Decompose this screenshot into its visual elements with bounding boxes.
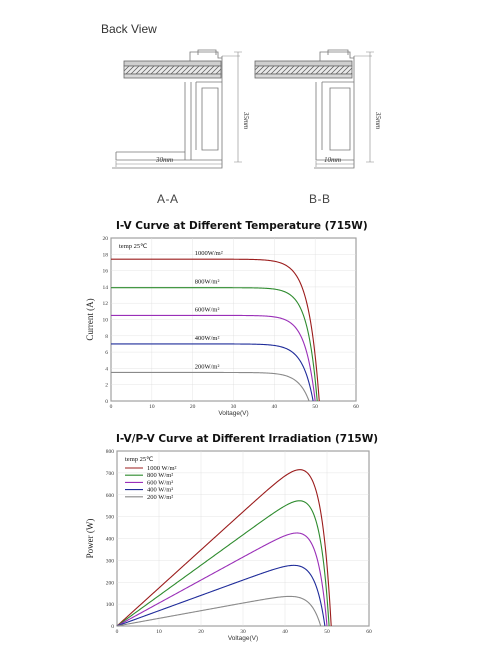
y-tick-label: 12	[103, 301, 109, 307]
series-line-4	[116, 564, 326, 627]
y-tick-label: 4	[105, 366, 108, 372]
y-tick-label: 0	[111, 624, 114, 630]
section-b-profile	[254, 49, 355, 169]
y-axis-label: Current (A)	[85, 298, 95, 340]
legend-label-1: 1000 W/m²	[147, 465, 177, 472]
series-line-1	[116, 469, 332, 627]
y-tick-label: 400	[106, 537, 115, 543]
section-a-label: A-A	[157, 192, 179, 206]
section-a-profile	[112, 49, 223, 169]
y-tick-label: 6	[105, 350, 108, 356]
y-tick-label: 100	[106, 602, 115, 608]
legend-label-5: 200 W/m²	[147, 494, 173, 501]
x-tick-label: 20	[190, 404, 196, 410]
iv-chart: 0 2 4 6 8 10 12 14 16 18 20 0 10 20 30 40 50 60 Voltage(V)…	[85, 236, 359, 417]
x-tick-label: 0	[116, 629, 119, 635]
series-label-3: 600W/m²	[195, 306, 220, 313]
y-tick-label: 16	[103, 269, 109, 275]
x-tick-label: 10	[156, 629, 162, 635]
section-b-width-dim: 10mm	[324, 156, 341, 164]
x-axis-label: Voltage(V)	[228, 635, 258, 642]
legend-label-4: 400 W/m²	[147, 487, 173, 494]
pv-chart: 0 100 200 300 400 500 600 700 800 0 10 20 30 40 50 60 Vo…	[85, 449, 372, 642]
frame-cross-section-drawing: 35mm 30mm 35mm 10mm	[112, 49, 382, 169]
x-tick-label: 50	[312, 404, 318, 410]
y-tick-label: 600	[106, 493, 115, 499]
section-a-dimensions	[115, 51, 242, 167]
y-tick-label: 700	[106, 471, 115, 477]
series-line-2	[116, 500, 330, 627]
x-tick-label: 30	[240, 629, 246, 635]
series-label-4: 400W/m²	[195, 335, 220, 342]
series-line-5	[116, 595, 322, 627]
x-tick-label: 0	[110, 404, 113, 410]
section-a-height-dim: 35mm	[242, 111, 250, 129]
y-tick-label: 300	[106, 558, 115, 564]
temperature-annotation: temp 25℃	[119, 243, 148, 250]
y-tick-label: 500	[106, 515, 115, 521]
x-tick-label: 20	[198, 629, 204, 635]
y-tick-label: 2	[105, 383, 108, 389]
iv-chart-title: I-V Curve at Different Temperature (715W…	[116, 220, 368, 232]
y-tick-label: 800	[106, 449, 115, 455]
y-axis-label: Power (W)	[85, 519, 95, 559]
x-tick-label: 60	[353, 404, 359, 410]
section-a-width-dim: 30mm	[155, 156, 173, 164]
x-tick-label: 30	[231, 404, 237, 410]
series-line-1	[111, 258, 320, 402]
series-line-4	[111, 343, 314, 402]
series-label-2: 800W/m²	[195, 279, 220, 286]
x-tick-label: 50	[324, 629, 330, 635]
y-tick-label: 20	[103, 236, 109, 242]
y-tick-label: 14	[103, 285, 109, 291]
series-line-3	[111, 314, 316, 402]
section-b-label: B-B	[309, 192, 331, 206]
back-view-title: Back View	[101, 22, 157, 36]
series-line-2	[111, 287, 318, 402]
y-tick-label: 200	[106, 580, 115, 586]
temperature-annotation: temp 25℃	[125, 456, 154, 463]
series-label-1: 1000W/m²	[195, 250, 223, 257]
y-tick-label: 18	[103, 252, 109, 258]
x-axis-label: Voltage(V)	[218, 410, 248, 417]
legend-label-2: 800 W/m²	[147, 472, 173, 479]
series-line-5	[111, 371, 310, 402]
y-tick-label: 0	[105, 399, 108, 405]
series-line-3	[116, 532, 328, 627]
x-tick-label: 60	[366, 629, 372, 635]
y-tick-label: 10	[103, 318, 109, 324]
pv-chart-title: I-V/P-V Curve at Different Irradiation (…	[116, 433, 379, 445]
x-tick-label: 40	[282, 629, 288, 635]
y-tick-label: 8	[105, 334, 108, 340]
legend-label-3: 600 W/m²	[147, 479, 173, 486]
section-b-height-dim: 35mm	[374, 111, 382, 129]
section-b-dimensions	[315, 51, 374, 167]
x-tick-label: 40	[272, 404, 278, 410]
x-tick-label: 10	[149, 404, 155, 410]
series-label-5: 200W/m²	[195, 363, 220, 370]
